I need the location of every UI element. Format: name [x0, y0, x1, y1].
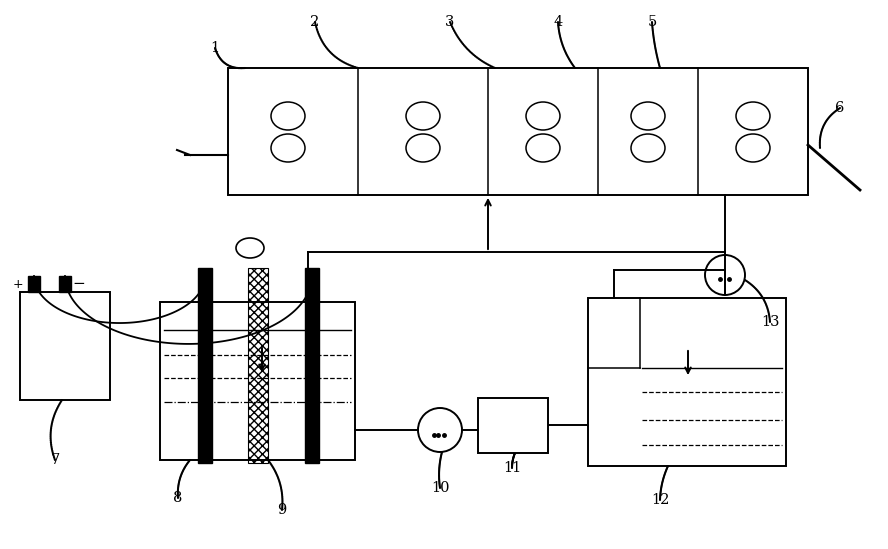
- Text: 4: 4: [553, 15, 563, 29]
- Text: 10: 10: [431, 481, 449, 495]
- Ellipse shape: [631, 134, 665, 162]
- Bar: [160, 302, 355, 460]
- Bar: [28, 276, 40, 292]
- Bar: [59, 276, 71, 292]
- Ellipse shape: [526, 134, 560, 162]
- Text: 1: 1: [210, 41, 219, 55]
- Ellipse shape: [406, 102, 440, 130]
- Ellipse shape: [271, 134, 305, 162]
- Bar: [305, 268, 319, 463]
- Text: 2: 2: [311, 15, 320, 29]
- Ellipse shape: [271, 102, 305, 130]
- Bar: [248, 268, 268, 463]
- Text: 3: 3: [445, 15, 455, 29]
- Text: 13: 13: [761, 315, 780, 329]
- Text: 9: 9: [277, 503, 287, 517]
- Bar: [20, 292, 110, 400]
- Bar: [588, 298, 786, 466]
- Text: 5: 5: [647, 15, 656, 29]
- Text: 7: 7: [51, 453, 59, 467]
- Ellipse shape: [526, 102, 560, 130]
- Bar: [478, 398, 548, 453]
- Text: −: −: [73, 277, 85, 292]
- Bar: [198, 268, 212, 463]
- Text: +: +: [12, 277, 23, 290]
- Ellipse shape: [406, 134, 440, 162]
- Ellipse shape: [736, 134, 770, 162]
- Ellipse shape: [236, 238, 264, 258]
- Text: 6: 6: [836, 101, 844, 115]
- Text: 8: 8: [173, 491, 183, 505]
- Text: 11: 11: [503, 461, 521, 475]
- Ellipse shape: [631, 102, 665, 130]
- Text: 12: 12: [651, 493, 670, 507]
- Bar: [228, 68, 808, 195]
- Ellipse shape: [736, 102, 770, 130]
